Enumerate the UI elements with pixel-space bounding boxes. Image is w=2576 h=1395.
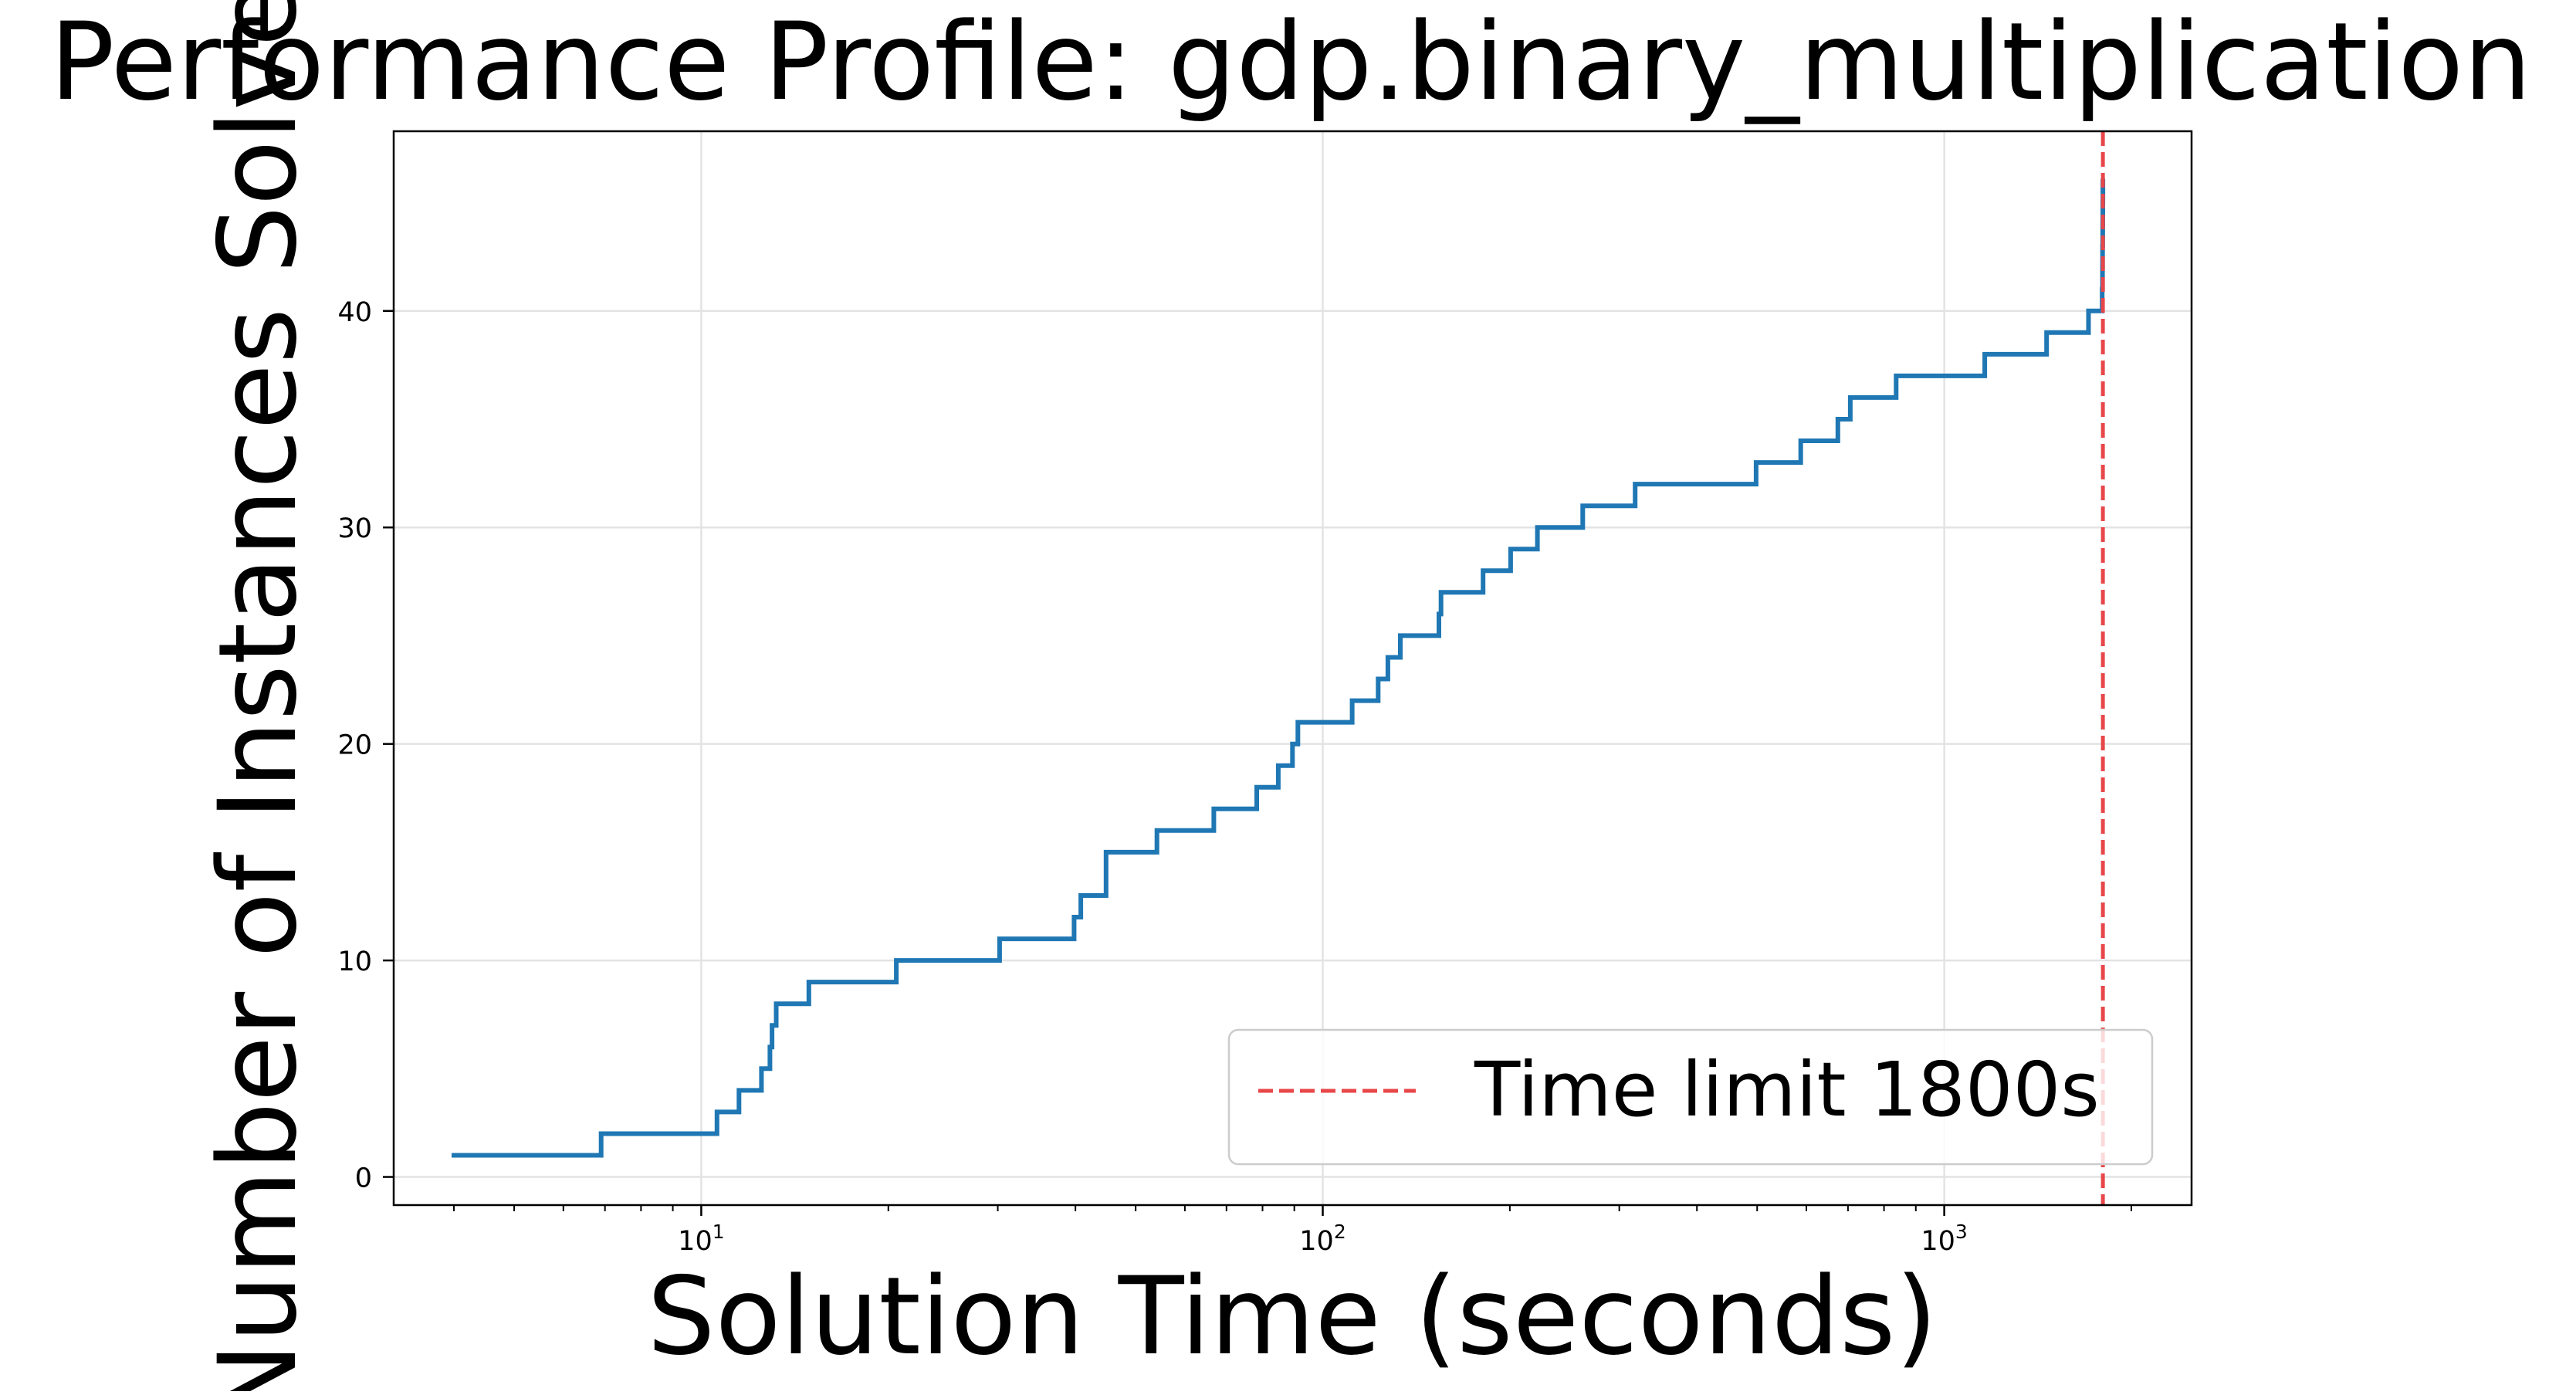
legend-label-time-limit: Time limit 1800s <box>1474 1046 2100 1133</box>
y-axis-label: Number of Instances Solved <box>195 0 320 1391</box>
y-tick-label: 10 <box>337 946 372 977</box>
y-tick-label: 40 <box>337 297 372 328</box>
x-tick-label-exponent: 2 <box>1334 1221 1346 1243</box>
chart-title: Performance Profile: gdp.binary_multipli… <box>50 0 2532 124</box>
x-tick-label-base: 10 <box>678 1226 713 1257</box>
y-tick-label: 30 <box>337 513 372 544</box>
y-tick-label: 20 <box>337 730 372 761</box>
x-axis-label: Solution Time (seconds) <box>647 1254 1937 1379</box>
y-tick-label: 0 <box>355 1163 372 1194</box>
x-tick-label-exponent: 1 <box>713 1221 725 1243</box>
x-tick-label-base: 10 <box>1921 1226 1955 1257</box>
legend: Time limit 1800s <box>1229 1030 2152 1164</box>
x-tick-label-exponent: 3 <box>1955 1221 1968 1243</box>
x-tick-label-base: 10 <box>1299 1226 1334 1257</box>
